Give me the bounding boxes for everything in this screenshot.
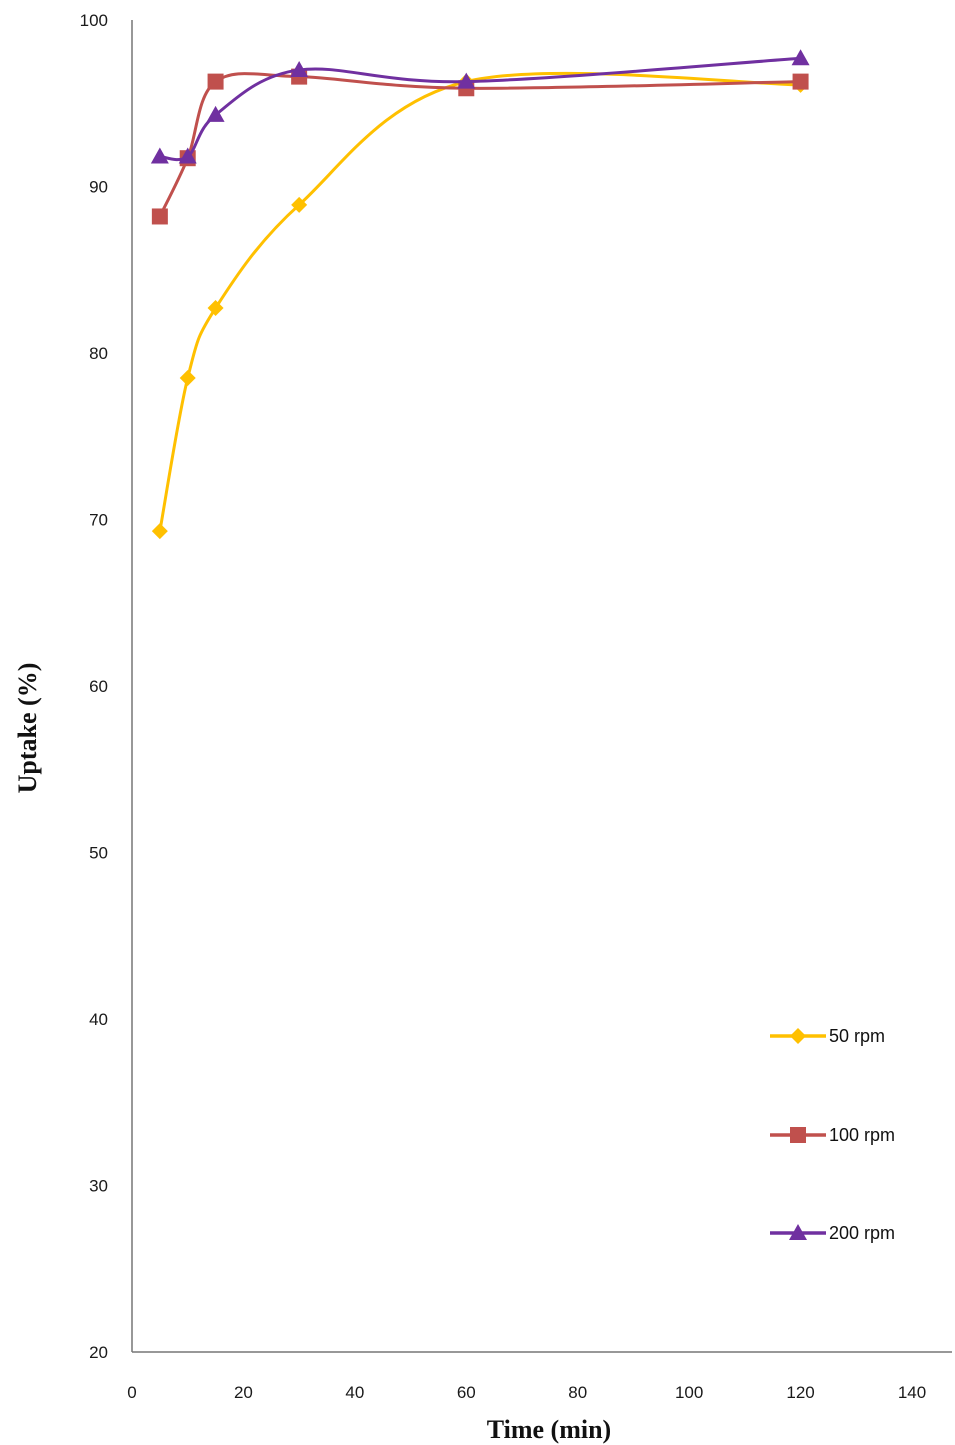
legend-label: 100 rpm bbox=[829, 1125, 895, 1145]
y-tick-label: 70 bbox=[89, 511, 108, 530]
y-tick-label: 20 bbox=[89, 1343, 108, 1362]
data-point bbox=[206, 105, 225, 122]
data-point bbox=[291, 196, 308, 213]
series-50-rpm bbox=[151, 71, 809, 540]
axes bbox=[131, 20, 952, 1353]
x-tick-label: 20 bbox=[234, 1383, 253, 1402]
series-100-rpm bbox=[151, 68, 809, 225]
data-point bbox=[179, 369, 196, 386]
x-tick-label: 60 bbox=[457, 1383, 476, 1402]
x-tick-label: 120 bbox=[786, 1383, 814, 1402]
tick-labels: 20 30 40 50 60 70 80 90 100 0 20 40 60 80 100 120 140 bbox=[80, 11, 927, 1402]
x-axis-title: Time (min) bbox=[487, 1415, 611, 1444]
y-tick-label: 60 bbox=[89, 677, 108, 696]
y-tick-label: 80 bbox=[89, 344, 108, 363]
y-tick-label: 50 bbox=[89, 844, 108, 863]
data-point bbox=[792, 73, 809, 90]
data-point bbox=[150, 147, 169, 164]
legend-item: 100 rpm bbox=[770, 1125, 895, 1145]
data-point bbox=[457, 72, 476, 89]
series-line bbox=[158, 72, 801, 218]
legend: 50 rpm 100 rpm 200 rpm bbox=[770, 1026, 895, 1243]
y-tick-label: 40 bbox=[89, 1010, 108, 1029]
legend-item: 50 rpm bbox=[770, 1026, 885, 1046]
x-tick-label: 140 bbox=[898, 1383, 926, 1402]
y-tick-label: 30 bbox=[89, 1177, 108, 1196]
data-point bbox=[791, 49, 810, 66]
data-point bbox=[151, 208, 168, 225]
data-point bbox=[151, 523, 168, 540]
legend-marker bbox=[789, 1224, 807, 1240]
y-tick-label: 100 bbox=[80, 11, 108, 30]
data-point bbox=[207, 300, 224, 317]
x-tick-label: 0 bbox=[127, 1383, 136, 1402]
x-tick-label: 80 bbox=[568, 1383, 587, 1402]
data-point bbox=[207, 73, 224, 90]
legend-item: 200 rpm bbox=[770, 1223, 895, 1243]
x-tick-label: 40 bbox=[345, 1383, 364, 1402]
series-layer bbox=[150, 49, 810, 540]
data-point bbox=[178, 147, 197, 164]
legend-label: 200 rpm bbox=[829, 1223, 895, 1243]
x-tick-label: 100 bbox=[675, 1383, 703, 1402]
y-tick-label: 90 bbox=[89, 178, 108, 197]
data-point bbox=[290, 60, 309, 77]
series-line bbox=[158, 71, 801, 532]
legend-label: 50 rpm bbox=[829, 1026, 885, 1046]
series-200-rpm bbox=[150, 49, 810, 164]
legend-marker bbox=[790, 1028, 806, 1044]
legend-marker bbox=[790, 1127, 806, 1143]
y-axis-title: Uptake (%) bbox=[13, 663, 42, 794]
